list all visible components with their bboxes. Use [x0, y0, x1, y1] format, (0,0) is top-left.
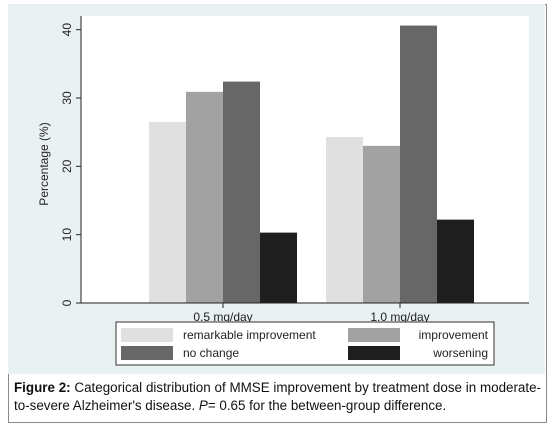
bars [149, 25, 474, 304]
caption-text-part1: Categorical distribution of MMSE improve… [14, 380, 541, 413]
x-tick-label: 1.0 mg/day [370, 310, 429, 324]
bar-chart: 0 10 20 30 40 0.5 mg/day 1.0 mg/day Percentag… [37, 16, 529, 366]
y-tick-label: 20 [60, 159, 74, 173]
legend: remarkable improvement improvement no chan… [121, 328, 489, 360]
bar-dose-1-0-series-1 [363, 145, 400, 303]
y-tick-label: 0 [60, 299, 74, 306]
bar-dose-1-0-series-2 [400, 25, 437, 304]
caption-p-symbol: P [198, 398, 208, 413]
bar-dose-0-5-series-3 [260, 232, 297, 303]
caption-label: Figure 2: [14, 380, 71, 395]
figure-caption: Figure 2: Categorical distribution of MM… [14, 379, 541, 415]
legend-swatch [121, 346, 173, 360]
legend-label: remarkable improvement [183, 328, 316, 342]
bar-dose-1-0-series-0 [326, 136, 363, 303]
caption-text-part2: = 0.65 for the between-group difference. [207, 398, 447, 413]
y-tick-label: 30 [60, 91, 74, 105]
x-tick-label: 0.5 mg/day [193, 310, 252, 324]
bar-dose-0-5-series-1 [186, 91, 223, 303]
y-tick-label: 40 [60, 23, 74, 37]
legend-swatch [348, 346, 400, 360]
legend-swatch [121, 328, 173, 342]
bar-dose-1-0-series-3 [437, 219, 474, 303]
legend-label: improvement [419, 328, 489, 342]
y-axis-ticks: 0 10 20 30 40 [60, 23, 81, 306]
legend-label: worsening [432, 346, 488, 360]
bar-dose-0-5-series-2 [223, 81, 260, 303]
legend-box [115, 321, 495, 366]
bar-dose-0-5-series-0 [149, 121, 186, 304]
legend-label: no change [183, 346, 239, 360]
y-axis-title: Percentage (%) [37, 122, 51, 205]
legend-swatch [348, 328, 400, 342]
y-tick-label: 10 [60, 228, 74, 242]
x-axis-ticks: 0.5 mg/day 1.0 mg/day [193, 303, 430, 324]
